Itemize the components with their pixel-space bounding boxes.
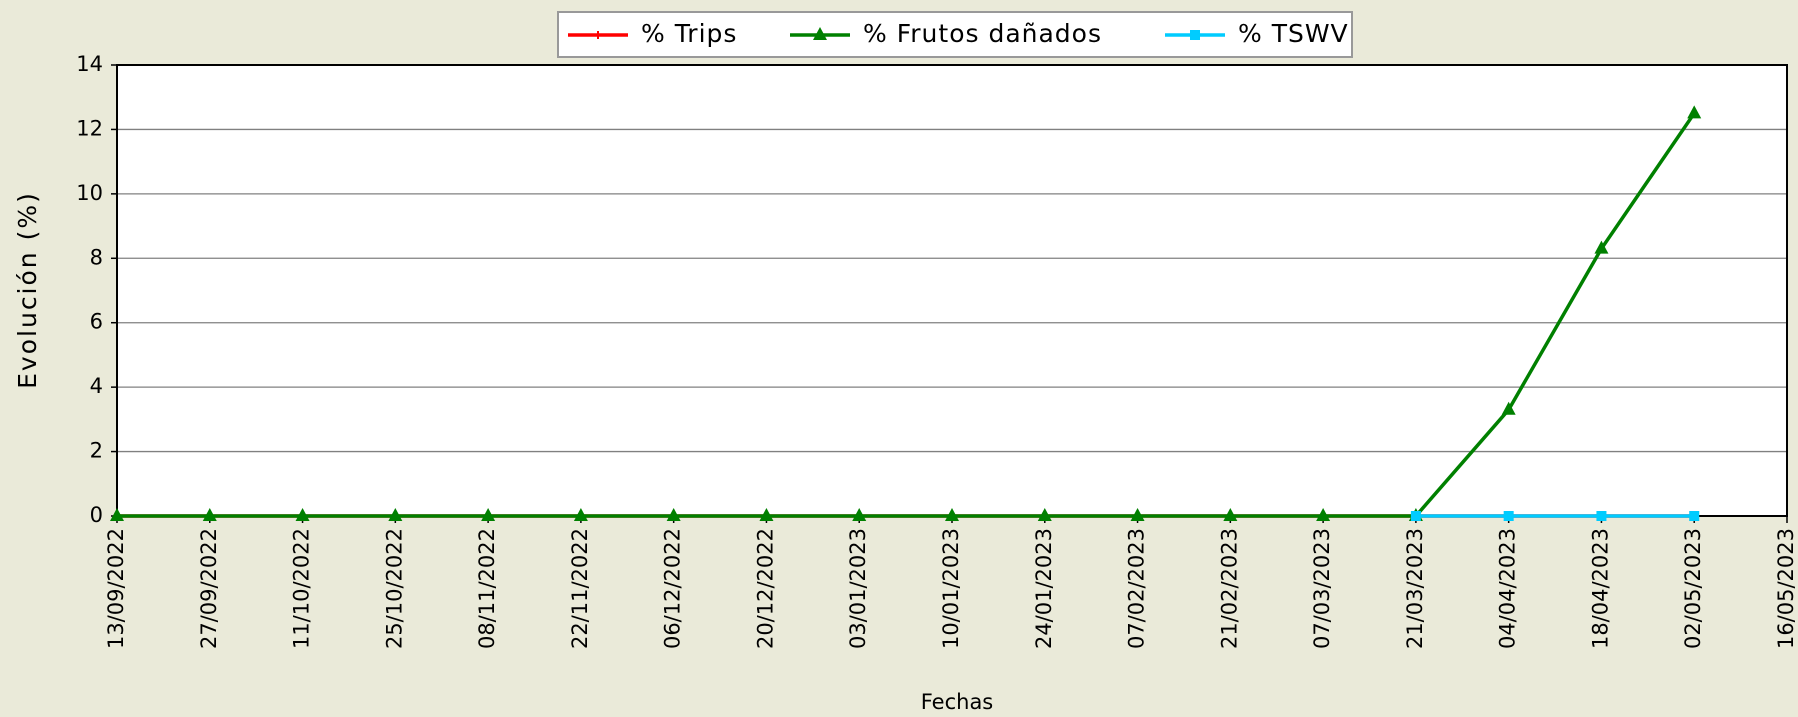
data-point — [1316, 508, 1331, 521]
x-tick-label: 16/05/2023 — [1774, 528, 1798, 649]
series-line — [117, 112, 1696, 518]
data-point — [852, 508, 867, 521]
legend-label: % Frutos dañados — [863, 19, 1102, 48]
data-point — [573, 508, 588, 521]
y-tick-label: 4 — [90, 374, 103, 398]
legend-marker — [594, 31, 602, 39]
legend-label: % Trips — [641, 19, 737, 48]
data-point — [1596, 511, 1607, 521]
data-point — [388, 508, 403, 521]
data-point — [1410, 511, 1421, 521]
data-point — [666, 508, 681, 521]
x-tick-label: 10/01/2023 — [939, 528, 963, 649]
data-point — [110, 508, 124, 521]
data-point — [945, 508, 959, 521]
data-point — [759, 508, 774, 521]
data-point — [481, 508, 496, 521]
x-tick-label: 18/04/2023 — [1588, 528, 1612, 649]
x-tick-label: 13/09/2022 — [104, 528, 128, 649]
x-tick-label: 04/04/2023 — [1496, 528, 1520, 649]
data-point — [1503, 511, 1514, 521]
x-tick-label: 21/03/2023 — [1403, 528, 1427, 649]
data-point — [1037, 508, 1052, 521]
data-point — [1689, 511, 1700, 521]
y-tick-label: 10 — [76, 181, 103, 205]
y-tick-label: 0 — [90, 503, 103, 527]
y-axis-title: Evolución (%) — [13, 191, 42, 389]
x-tick-label: 20/12/2022 — [753, 528, 777, 649]
x-tick-label: 03/01/2023 — [846, 528, 870, 649]
data-point — [1130, 508, 1145, 521]
x-tick-label: 02/05/2023 — [1681, 528, 1705, 649]
x-tick-label: 27/09/2022 — [197, 528, 221, 649]
x-tick-label: 06/12/2022 — [661, 528, 685, 649]
y-tick-label: 14 — [76, 52, 103, 76]
x-tick-label: 08/11/2022 — [475, 528, 499, 649]
y-tick-label: 2 — [90, 439, 103, 463]
x-axis-title: Fechas — [921, 690, 994, 714]
plot-area — [117, 65, 1787, 516]
legend-marker — [1190, 30, 1200, 40]
x-tick-label: 22/11/2022 — [568, 528, 592, 649]
x-tick-label: 11/10/2022 — [290, 528, 314, 649]
data-point — [1594, 240, 1609, 254]
y-tick-label: 8 — [90, 245, 103, 269]
data-point — [295, 508, 310, 521]
data-point — [1687, 105, 1702, 119]
data-point — [1223, 508, 1238, 521]
data-point — [1501, 401, 1516, 415]
legend-marker — [813, 27, 827, 40]
data-point — [202, 508, 217, 521]
x-tick-label: 21/02/2023 — [1217, 528, 1241, 649]
x-tick-label: 07/02/2023 — [1125, 528, 1149, 649]
y-tick-label: 12 — [76, 116, 103, 140]
x-tick-label: 24/01/2023 — [1032, 528, 1056, 649]
y-tick-label: 6 — [90, 310, 103, 334]
legend-label: % TSWV — [1238, 19, 1349, 48]
x-tick-label: 25/10/2022 — [382, 528, 406, 649]
x-tick-label: 07/03/2023 — [1310, 528, 1334, 649]
